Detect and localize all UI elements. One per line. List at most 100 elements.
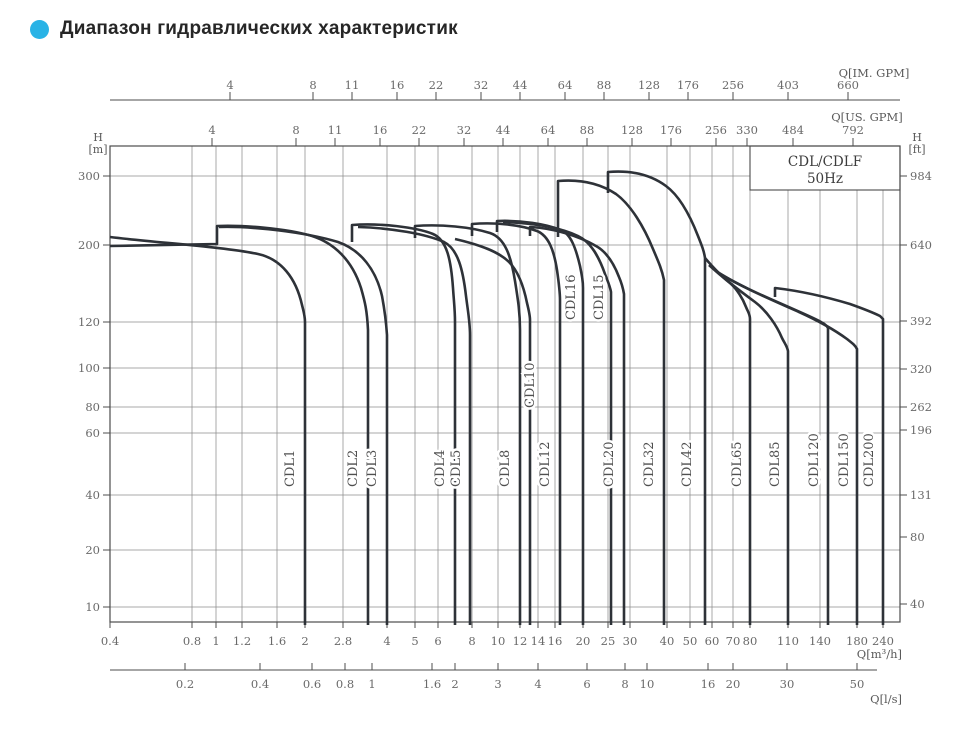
tick-label-h-m: 120 [78, 315, 100, 329]
tick-label-im-gpm: 44 [513, 78, 528, 92]
tick-label-us-gpm: 330 [736, 123, 758, 137]
tick-label-im-gpm: 8 [309, 78, 316, 92]
tick-label-m3h: 25 [601, 634, 616, 648]
pump-label-CDL85: CDL85 [768, 441, 783, 487]
tick-label-us-gpm: 32 [457, 123, 472, 137]
tick-label-im-gpm: 16 [390, 78, 405, 92]
axis-unit-ft: [ft] [908, 143, 925, 156]
pump-envelope-CDL15 [502, 220, 613, 625]
tick-label-m3h: 0.8 [183, 634, 201, 648]
tick-label-ls: 0.8 [336, 677, 354, 691]
pump-label-CDL1: CDL1 [283, 450, 298, 487]
tick-label-ls: 20 [726, 677, 741, 691]
pump-label-CDL4: CDL4 [433, 450, 448, 487]
pump-envelope-CDL12 [470, 222, 562, 625]
tick-label-us-gpm: 16 [373, 123, 388, 137]
tick-label-h-ft: 392 [910, 314, 932, 328]
pump-label-CDL2: CDL2 [346, 450, 361, 487]
pump-label-CDL16: CDL16 [564, 274, 579, 320]
tick-label-ls: 2 [451, 677, 458, 691]
tick-label-us-gpm: 88 [580, 123, 595, 137]
tick-label-im-gpm: 88 [597, 78, 612, 92]
pump-label-CDL120: CDL120 [807, 433, 822, 487]
axis-unit-im-gpm: Q[IM. GPM] [839, 66, 910, 80]
page-title: Диапазон гидравлических характеристик [60, 18, 458, 39]
pump-envelope-CDL3 [218, 225, 389, 625]
pump-envelope-CDL4 [350, 223, 457, 625]
tick-label-ls: 0.4 [251, 677, 269, 691]
tick-label-m3h: 60 [705, 634, 720, 648]
pump-envelope-CDL2 [109, 224, 370, 625]
tick-label-ls: 1.6 [423, 677, 441, 691]
pump-label-CDL5: CDL5 [449, 450, 464, 487]
tick-label-h-ft: 80 [910, 530, 925, 544]
tick-label-us-gpm: 22 [412, 123, 427, 137]
tick-label-h-m: 20 [85, 543, 100, 557]
tick-label-h-ft: 40 [910, 597, 925, 611]
axis-unit-m: [m] [88, 143, 107, 156]
legend-box [749, 145, 901, 191]
pump-envelope-CDL10 [454, 237, 532, 625]
tick-label-h-ft: 984 [910, 169, 932, 183]
tick-label-us-gpm: 8 [292, 123, 299, 137]
tick-label-us-gpm: 44 [496, 123, 511, 137]
tick-label-h-ft: 131 [910, 488, 932, 502]
tick-label-h-ft: 320 [910, 362, 932, 376]
tick-label-im-gpm: 176 [677, 78, 699, 92]
pump-label-CDL42: CDL42 [680, 441, 695, 487]
pump-label-CDL200: CDL200 [862, 433, 877, 487]
tick-label-ls: 1 [368, 677, 375, 691]
tick-label-m3h: 1.6 [268, 634, 286, 648]
tick-label-us-gpm: 256 [705, 123, 727, 137]
tick-label-m3h: 110 [777, 634, 799, 648]
tick-label-us-gpm: 11 [328, 123, 343, 137]
tick-label-ls: 6 [583, 677, 590, 691]
pump-envelope-CDL42 [606, 170, 707, 625]
tick-label-m3h: 1.2 [233, 634, 251, 648]
axis-unit-h: H [93, 131, 103, 144]
tick-label-im-gpm: 128 [638, 78, 660, 92]
pump-envelope-CDL85 [708, 264, 790, 625]
pump-label-CDL15: CDL15 [592, 274, 607, 320]
pump-label-CDL20: CDL20 [602, 441, 617, 487]
tick-label-m3h: 16 [548, 634, 563, 648]
tick-label-im-gpm: 403 [777, 78, 799, 92]
tick-label-m3h: 12 [513, 634, 528, 648]
tick-label-m3h: 0.4 [101, 634, 119, 648]
pump-label-CDL32: CDL32 [642, 441, 657, 487]
tick-label-im-gpm: 32 [474, 78, 489, 92]
tick-label-m3h: 50 [683, 634, 698, 648]
tick-label-im-gpm: 660 [837, 78, 859, 92]
tick-label-us-gpm: 4 [208, 123, 215, 137]
tick-label-m3h: 10 [491, 634, 506, 648]
tick-label-ls: 8 [621, 677, 628, 691]
tick-label-im-gpm: 4 [226, 78, 233, 92]
tick-label-h-m: 100 [78, 361, 100, 375]
tick-label-ls: 50 [850, 677, 865, 691]
axis-unit-m3h: Q[m³/h] [857, 647, 902, 661]
section-title-row: Диапазон гидравлических характеристик [30, 18, 458, 40]
pump-envelope-CDL16 [495, 219, 585, 625]
tick-label-ls: 0.6 [303, 677, 321, 691]
plot-frame [109, 145, 901, 623]
tick-label-ls: 30 [780, 677, 795, 691]
legend-frequency: 50Hz [807, 171, 843, 187]
tick-label-m3h: 8 [468, 634, 475, 648]
tick-label-h-m: 80 [85, 400, 100, 414]
pump-envelope-CDL1 [109, 235, 307, 625]
tick-label-im-gpm: 256 [722, 78, 744, 92]
tick-label-ls: 3 [494, 677, 501, 691]
tick-label-h-m: 40 [85, 488, 100, 502]
tick-label-m3h: 1 [212, 634, 219, 648]
tick-label-m3h: 140 [809, 634, 831, 648]
pump-envelope-CDL8 [413, 224, 522, 625]
tick-label-m3h: 40 [660, 634, 675, 648]
tick-label-us-gpm: 128 [621, 123, 643, 137]
pump-label-CDL12: CDL12 [538, 441, 553, 487]
legend-series-name: CDL/CDLF [788, 154, 862, 170]
pump-label-CDL150: CDL150 [837, 433, 852, 487]
tick-label-m3h: 20 [576, 634, 591, 648]
tick-label-m3h: 30 [623, 634, 638, 648]
tick-label-m3h: 240 [872, 634, 894, 648]
